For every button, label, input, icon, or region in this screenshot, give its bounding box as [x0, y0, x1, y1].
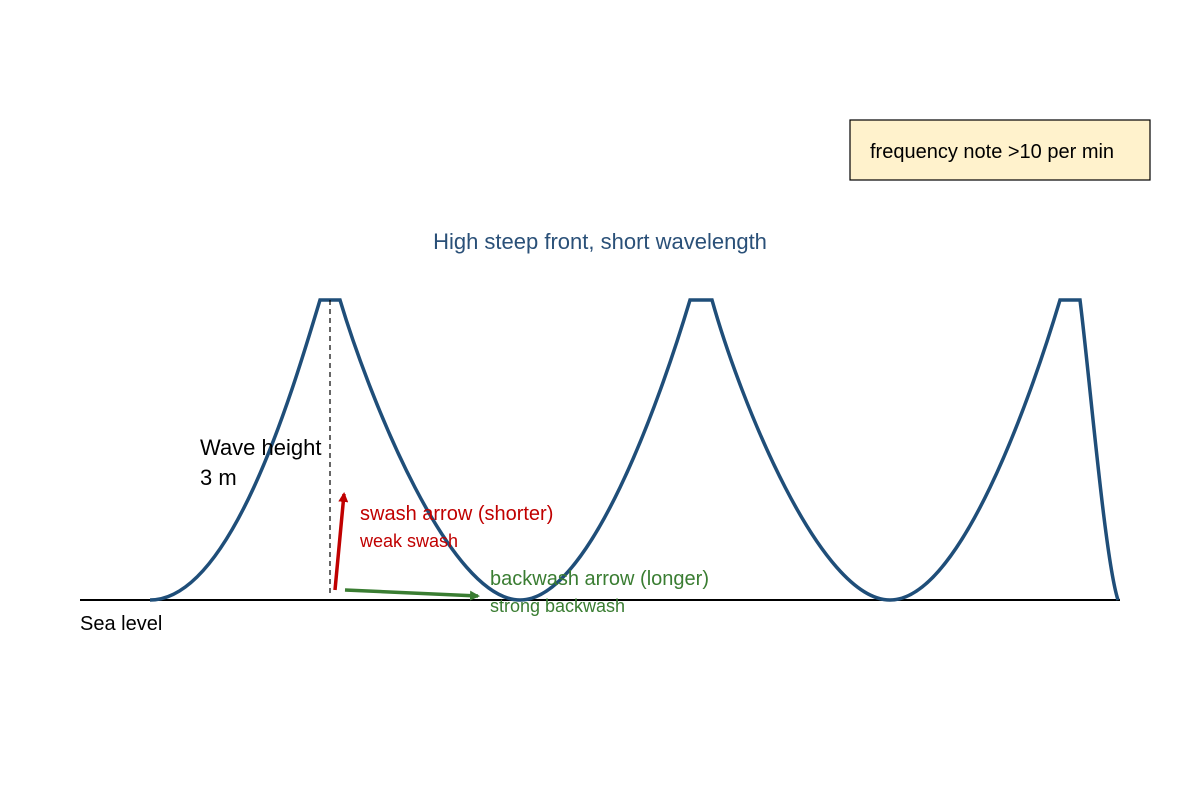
sea-level-label: Sea level: [80, 613, 162, 635]
swash-arrow: [333, 492, 349, 591]
wave-height-label: Wave height: [200, 435, 321, 460]
note-text: frequency note >10 per min: [870, 141, 1114, 163]
note-box: [849, 119, 1151, 181]
backwash-sublabel: strong backwash: [490, 596, 625, 616]
wave-profile: [149, 298, 1120, 602]
backwash-arrow: [344, 588, 480, 601]
wave-height-value: 3 m: [200, 465, 237, 490]
backwash-label: backwash arrow (longer): [490, 568, 709, 590]
swash-sublabel: weak swash: [359, 531, 458, 551]
title: High steep front, short wavelength: [433, 229, 767, 254]
swash-label: swash arrow (shorter): [360, 503, 553, 525]
